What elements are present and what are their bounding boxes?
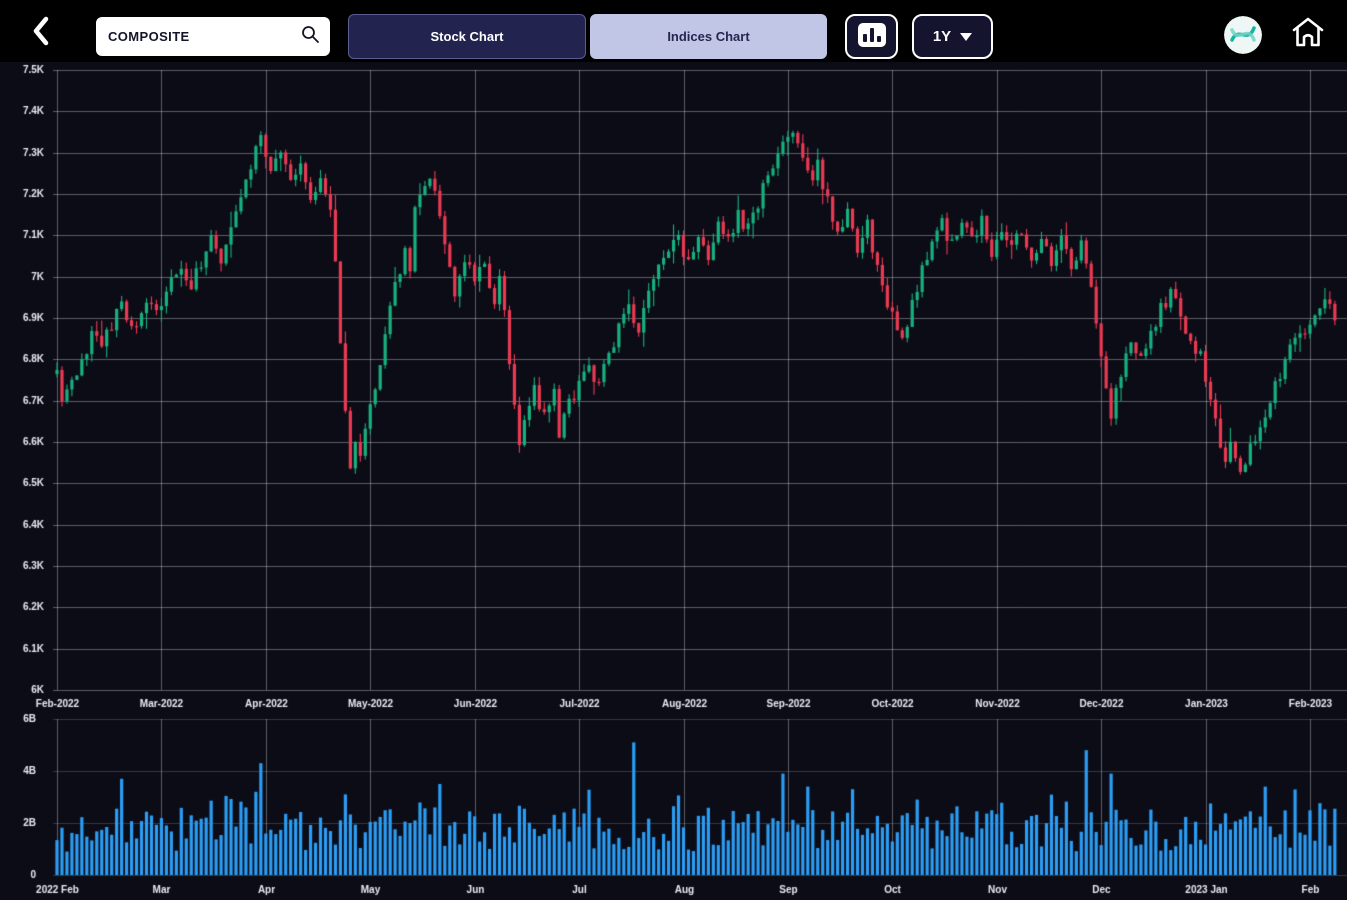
candlestick-chart[interactable] (0, 62, 1347, 712)
tab-stock-chart[interactable]: Stock Chart (348, 14, 586, 59)
search-input[interactable] (108, 29, 300, 44)
back-button[interactable] (22, 13, 60, 51)
top-toolbar: Stock Chart Indices Chart 1Y (0, 0, 1347, 62)
range-value: 1Y (932, 28, 952, 45)
caret-down-icon (960, 28, 973, 45)
search-box (96, 17, 330, 56)
home-icon (1291, 16, 1325, 51)
chart-style-button[interactable] (845, 14, 898, 59)
home-button[interactable] (1286, 14, 1330, 52)
range-dropdown[interactable]: 1Y (912, 14, 993, 59)
chevron-left-icon (31, 16, 51, 49)
idx-logo[interactable] (1224, 16, 1262, 54)
bar-chart-icon (857, 23, 886, 50)
tab-indices-chart[interactable]: Indices Chart (590, 14, 827, 59)
volume-chart[interactable] (0, 712, 1347, 900)
search-icon[interactable] (300, 24, 320, 49)
